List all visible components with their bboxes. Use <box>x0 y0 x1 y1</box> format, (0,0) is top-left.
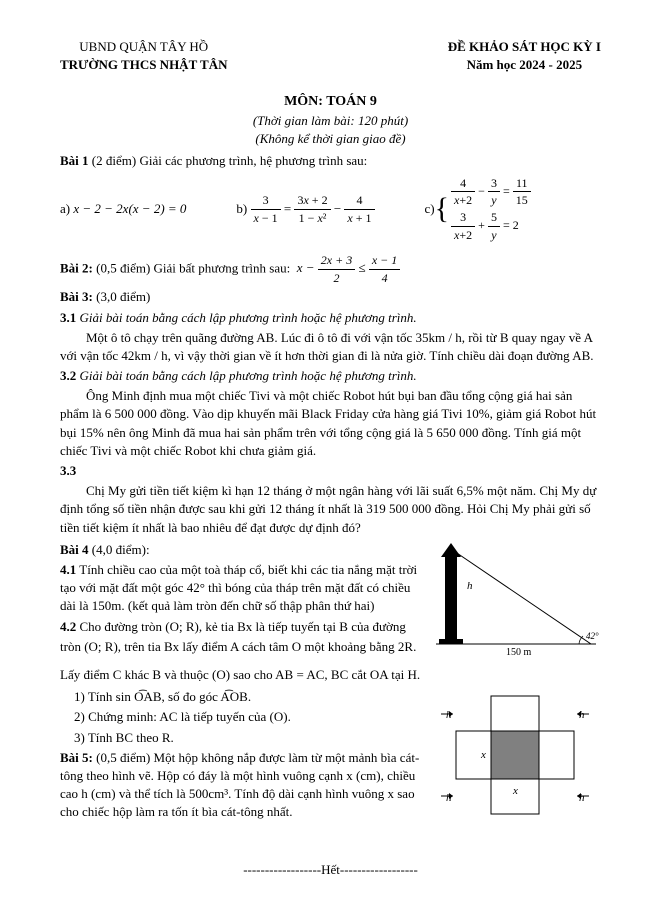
bai4-41: 4.1 Tính chiều cao của một toà tháp cổ, … <box>60 561 421 616</box>
bai1-a: a) x − 2 − 2x(x − 2) = 0 <box>60 200 186 218</box>
bai4-42-l1t: Cho đường tròn (O; R), kẻ tia Bx là tiếp… <box>80 619 406 634</box>
header-right: ĐỀ KHẢO SÁT HỌC KỲ I Năm học 2024 - 2025 <box>448 38 601 74</box>
bai4-text: Bài 4 (4,0 điểm): 4.1 Tính chiều cao của… <box>60 539 421 664</box>
bai4-q-text: 1) Tính sin O͡AB, số đo góc A͡OB. 2) Chứ… <box>60 686 421 841</box>
bai1-a-eq: x − 2 − 2x(x − 2) = 0 <box>73 200 186 218</box>
bai4-q2: 2) Chứng minh: AC là tiếp tuyến của (O). <box>74 708 421 726</box>
subject-title: MÔN: TOÁN 9 <box>60 92 601 112</box>
fig1-base: 150 m <box>506 647 532 658</box>
bai3-33-p1: Chị My gửi tiền tiết kiệm kì hạn 12 thán… <box>60 482 601 537</box>
bai5-title: Bài 5: <box>60 750 93 765</box>
subject-note: (Không kể thời gian giao đề) <box>60 130 601 148</box>
bai3-title: Bài 3: <box>60 289 93 304</box>
bai3-32-head: 3.2 Giải bài toán bằng cách lập phương t… <box>60 367 601 385</box>
bai4-41-text: Tính chiều cao của một toà tháp cổ, biết… <box>60 562 417 613</box>
svg-text:x: x <box>512 785 518 797</box>
svg-text:x: x <box>480 749 486 761</box>
bai4-42-l3: Lấy điểm C khác B và thuộc (O) sao cho A… <box>60 666 601 684</box>
bai2-points: (0,5 điểm) Giải bất phương trình sau: <box>96 260 290 275</box>
bai2-eq: x − 2x + 32 ≤ x − 14 <box>297 260 401 275</box>
bai1-title: Bài 1 <box>60 153 89 168</box>
header-left: UBND QUẬN TÂY HỒ TRƯỜNG THCS NHẬT TÂN <box>60 38 227 74</box>
bai3-31-head: 3.1 Giải bài toán bằng cách lập phương t… <box>60 309 601 327</box>
bai2-line: Bài 2: (0,5 điểm) Giải bất phương trình … <box>60 252 601 287</box>
figure-box-net: h h h h x x <box>431 686 601 841</box>
bai1-b: b) 3x − 1 = 3x + 21 − x² − 4x + 1 <box>236 192 374 227</box>
bai3-points: (3,0 điểm) <box>96 289 150 304</box>
bai1-line: Bài 1 (2 điểm) Giải các phương trình, hệ… <box>60 152 601 170</box>
bai4-q-and-bai5: 1) Tính sin O͡AB, số đo góc A͡OB. 2) Chứ… <box>60 686 601 841</box>
bai3-31-title: 3.1 <box>60 310 76 325</box>
fig1-angle: 42° <box>586 631 599 641</box>
header: UBND QUẬN TÂY HỒ TRƯỜNG THCS NHẬT TÂN ĐỀ… <box>60 38 601 74</box>
bai4-title: Bài 4 <box>60 542 89 557</box>
fig1-h: h <box>467 580 473 592</box>
figure-tower: 42° h 150 m <box>431 539 601 664</box>
page: UBND QUẬN TÂY HỒ TRƯỜNG THCS NHẬT TÂN ĐỀ… <box>0 0 649 910</box>
bai3-31-p1: Một ô tô chạy trên quãng đường AB. Lúc đ… <box>60 329 601 365</box>
bai4-42-num: 4.2 <box>60 619 76 634</box>
bai5-points: (0,5 điểm) <box>96 750 150 765</box>
bai4-42-l1: 4.2 Cho đường tròn (O; R), kẻ tia Bx là … <box>60 618 421 636</box>
bai2-title: Bài 2: <box>60 260 93 275</box>
subject-time: (Thời gian làm bài: 120 phút) <box>60 112 601 130</box>
bai1-equations: a) x − 2 − 2x(x − 2) = 0 b) 3x − 1 = 3x … <box>60 175 601 244</box>
bai3-31-headtext: Giải bài toán bằng cách lập phương trình… <box>80 310 417 325</box>
bai4-41-num: 4.1 <box>60 562 76 577</box>
bai4-42-l2: tròn (O; R), trên tia Bx lấy điểm A cách… <box>60 638 421 656</box>
subject-block: MÔN: TOÁN 9 (Thời gian làm bài: 120 phút… <box>60 92 601 148</box>
bai4-q1: 1) Tính sin O͡AB, số đo góc A͡OB. <box>74 688 421 706</box>
bai3-32-title: 3.2 <box>60 368 76 383</box>
header-right-l2: Năm học 2024 - 2025 <box>448 56 601 74</box>
bai3-33-title: 3.3 <box>60 462 601 480</box>
header-left-l1: UBND QUẬN TÂY HỒ <box>60 38 227 56</box>
end-mark: ------------------Hết------------------ <box>60 861 601 879</box>
bai3-line: Bài 3: (3,0 điểm) <box>60 288 601 306</box>
bai1-c: c) { 4x+2 − 3y = 1115 3x+2 + 5y = 2 <box>425 175 531 244</box>
bai1-a-label: a) <box>60 200 70 218</box>
bai4-points: (4,0 điểm): <box>92 542 150 557</box>
bai1-b-label: b) <box>236 200 247 218</box>
bai5-line: Bài 5: (0,5 điểm) Một hộp không nắp được… <box>60 749 421 822</box>
bai4-block: Bài 4 (4,0 điểm): 4.1 Tính chiều cao của… <box>60 539 601 664</box>
bai3-32-p1: Ông Minh định mua một chiếc Tivi và một … <box>60 387 601 460</box>
bai4-q3: 3) Tính BC theo R. <box>74 729 421 747</box>
bai4-line: Bài 4 (4,0 điểm): <box>60 541 421 559</box>
header-left-l2: TRƯỜNG THCS NHẬT TÂN <box>60 56 227 74</box>
bai1-points: (2 điểm) Giải các phương trình, hệ phươn… <box>92 153 368 168</box>
bai1-c-label: c) <box>425 200 435 218</box>
header-right-l1: ĐỀ KHẢO SÁT HỌC KỲ I <box>448 38 601 56</box>
bai3-32-headtext: Giải bài toán bằng cách lập phương trình… <box>80 368 417 383</box>
